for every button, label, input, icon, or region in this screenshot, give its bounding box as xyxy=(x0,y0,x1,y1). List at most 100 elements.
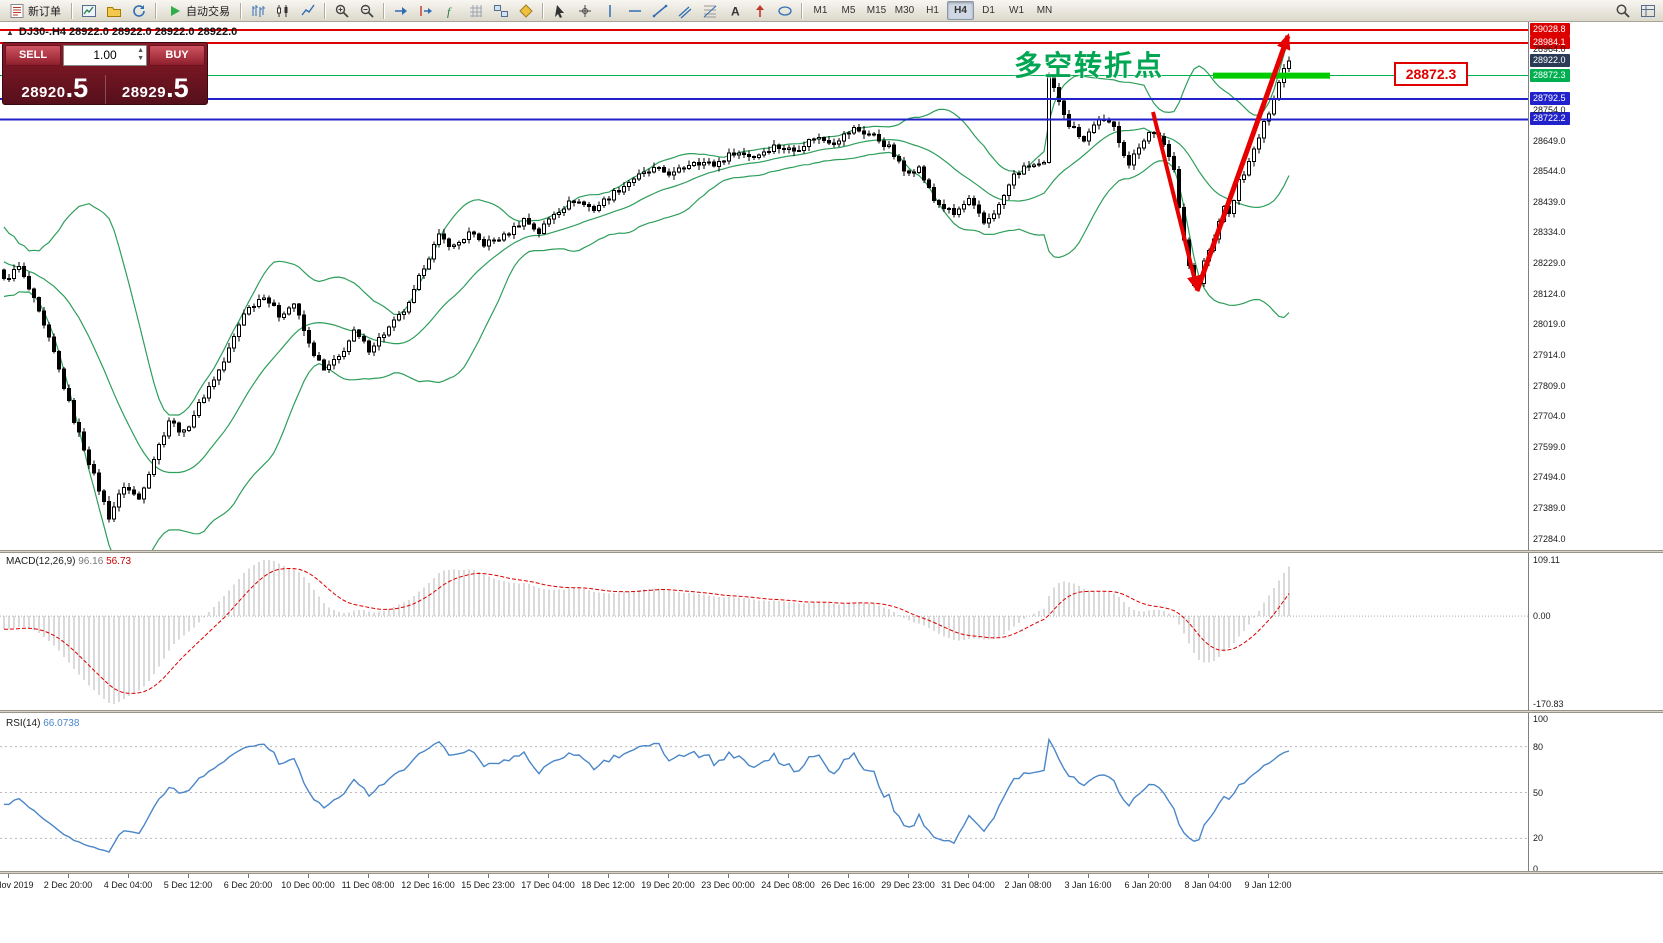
shapes-icon[interactable] xyxy=(773,0,797,21)
volume-spinner[interactable]: ▲ ▼ xyxy=(137,47,144,63)
arrows-icon[interactable] xyxy=(748,0,772,21)
toolbar-right-icons xyxy=(1611,0,1660,21)
macd-histogram xyxy=(3,560,1290,704)
price-level-label: 28872.3 xyxy=(1394,62,1468,86)
zoom-out-icon[interactable] xyxy=(355,0,379,21)
chart-annotation-text: 多空转折点 xyxy=(1014,50,1165,81)
rsi-axis-label: 20 xyxy=(1533,833,1544,844)
rsi-label: RSI(14) 66.0738 xyxy=(6,718,80,729)
price-axis-tick: 28019.0 xyxy=(1533,319,1566,330)
panel-divider[interactable] xyxy=(0,710,1663,713)
timeframe-button-m1[interactable]: M1 xyxy=(813,5,828,16)
bar-chart-icon[interactable] xyxy=(246,0,270,21)
chart-shift-icon[interactable] xyxy=(414,0,438,21)
indicators-icon[interactable]: f xyxy=(439,0,463,21)
trend-arrows xyxy=(1151,33,1291,292)
profiles-icon[interactable] xyxy=(102,0,126,21)
time-axis-tick xyxy=(908,874,909,878)
timeframe-button-w1[interactable]: W1 xyxy=(1009,5,1024,16)
time-axis-label: 19 Dec 20:00 xyxy=(641,880,695,890)
time-axis-tick xyxy=(188,874,189,878)
buy-button[interactable]: BUY xyxy=(149,45,205,66)
price-axis-tick: 28334.0 xyxy=(1533,227,1566,238)
volume-up-button[interactable]: ▲ xyxy=(137,47,144,54)
toolbar-separator xyxy=(71,2,73,19)
crosshair-icon[interactable] xyxy=(573,0,597,21)
time-scale[interactable]: 29 Nov 2019 2 Dec 20:00 4 Dec 04:00 5 Dec 1… xyxy=(0,874,1663,943)
time-axis-label: 26 Dec 16:00 xyxy=(821,880,875,890)
templates-icon[interactable] xyxy=(514,0,538,21)
trend-arrow[interactable] xyxy=(1151,111,1201,292)
time-axis-tick xyxy=(1268,874,1269,878)
timeframe-button-m30[interactable]: M30 xyxy=(894,5,915,16)
zoom-in-icon[interactable] xyxy=(330,0,354,21)
timeframe-button-h1[interactable]: H1 xyxy=(926,5,939,16)
time-axis-label: 18 Dec 12:00 xyxy=(581,880,635,890)
time-axis-label: 3 Jan 16:00 xyxy=(1064,880,1112,890)
cursor-icon[interactable] xyxy=(548,0,572,21)
line-chart-icon[interactable] xyxy=(296,0,320,21)
text-icon[interactable]: A xyxy=(723,0,747,21)
time-axis-label: 23 Dec 00:00 xyxy=(701,880,755,890)
time-axis-label: 24 Dec 08:00 xyxy=(761,880,815,890)
macd-panel-canvas[interactable] xyxy=(0,554,1528,710)
price-chart-canvas[interactable] xyxy=(0,22,1528,550)
horizontal-line-icon[interactable] xyxy=(623,0,647,21)
timeframe-button-m5[interactable]: M5 xyxy=(841,5,856,16)
price-tag: 28922.0 xyxy=(1530,54,1570,68)
vertical-line-icon[interactable] xyxy=(598,0,622,21)
fibonacci-icon[interactable] xyxy=(698,0,722,21)
rsi-axis-label: 0 xyxy=(1533,864,1539,874)
panel-divider[interactable] xyxy=(0,550,1663,553)
time-axis-tick xyxy=(1028,874,1029,878)
time-axis-label: 8 Jan 04:00 xyxy=(1184,880,1232,890)
time-axis-label: 5 Dec 12:00 xyxy=(163,880,213,890)
time-axis-tick xyxy=(668,874,669,878)
toolbar-separator xyxy=(155,2,157,19)
timeframe-button-d1[interactable]: D1 xyxy=(982,5,995,16)
time-axis-tick xyxy=(968,874,969,878)
macd-signal-line xyxy=(4,567,1290,694)
channel-icon[interactable] xyxy=(673,0,697,21)
autotrade-button[interactable]: 自动交易 xyxy=(161,1,236,20)
new-order-button[interactable]: 新订单 xyxy=(3,1,67,20)
timeframe-button-m15[interactable]: M15 xyxy=(866,5,887,16)
rsi-panel-canvas[interactable] xyxy=(0,714,1528,871)
time-axis-tick xyxy=(8,874,9,878)
timeframe-button-mn[interactable]: MN xyxy=(1036,5,1053,16)
time-axis-label: 6 Jan 20:00 xyxy=(1124,880,1172,890)
volume-down-button[interactable]: ▼ xyxy=(137,55,144,62)
timeframe-toolbar: M1 M5 M15 M30 H1 H4 D1 W1 MN xyxy=(807,1,1058,20)
chart-window[interactable]: 29028.8 28984.1 28872.3 28792.5 28722.2 28922… xyxy=(0,22,1663,943)
grid-icon[interactable] xyxy=(464,0,488,21)
time-axis-tick xyxy=(308,874,309,878)
time-axis-tick xyxy=(788,874,789,878)
time-axis-tick xyxy=(548,874,549,878)
time-axis-tick xyxy=(1208,874,1209,878)
layout-icon[interactable] xyxy=(1636,0,1660,21)
auto-scroll-icon[interactable] xyxy=(389,0,413,21)
panel-divider[interactable] xyxy=(0,871,1663,874)
search-icon[interactable] xyxy=(1611,0,1635,21)
trend-arrow[interactable] xyxy=(1194,33,1291,292)
candlestick-icon[interactable] xyxy=(271,0,295,21)
chart-window-icon[interactable] xyxy=(77,0,101,21)
volume-input[interactable]: 1.00 ▲ ▼ xyxy=(63,45,147,66)
buy-price-display: 28929.5 xyxy=(104,75,206,104)
price-tag: 29028.8 xyxy=(1530,22,1570,36)
price-scale[interactable]: 29028.8 28984.1 28872.3 28792.5 28722.2 28922… xyxy=(1528,22,1663,874)
time-axis-tick xyxy=(128,874,129,878)
tile-windows-icon[interactable] xyxy=(489,0,513,21)
bollinger-bands xyxy=(3,38,1290,550)
time-axis-label: 9 Jan 12:00 xyxy=(1244,880,1292,890)
volume-value: 1.00 xyxy=(93,48,117,62)
time-axis-label: 10 Dec 00:00 xyxy=(281,880,335,890)
time-axis-label: 29 Dec 23:00 xyxy=(881,880,935,890)
timeframe-button-h4[interactable]: H4 xyxy=(947,1,974,20)
price-axis-tick: 28649.0 xyxy=(1533,135,1566,146)
trendline-icon[interactable] xyxy=(648,0,672,21)
sell-button[interactable]: SELL xyxy=(5,45,61,66)
time-axis-tick xyxy=(608,874,609,878)
refresh-icon[interactable] xyxy=(127,0,151,21)
